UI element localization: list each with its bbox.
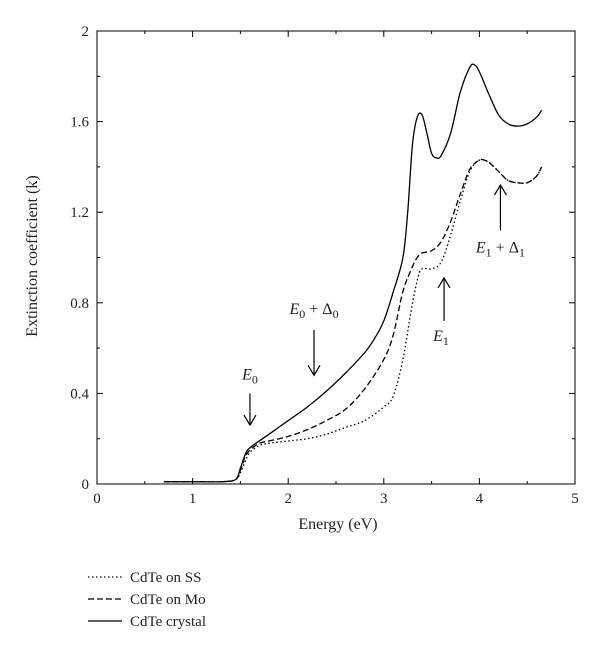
legend-label-1: CdTe on Mo [130, 592, 206, 608]
y-tick-label: 0 [82, 477, 90, 493]
x-axis-title: Energy (eV) [298, 516, 377, 533]
legend-label-0: CdTe on SS [130, 570, 201, 586]
series-layer [163, 63, 543, 483]
annotation-subscript: 1 [486, 245, 492, 259]
y-tick-label: 0.4 [70, 386, 89, 402]
axes-layer: 0 1 2 3 4 5 0 0.4 0.8 1.2 1.6 2 [70, 24, 579, 507]
annotation-label-e0: E0 [241, 366, 258, 386]
annotation-plus: + [492, 239, 509, 256]
annotation-symbol: E [475, 239, 486, 256]
series-line-2 [163, 63, 543, 483]
annotation-delta: Δ [509, 239, 519, 256]
annotation-symbol: E [432, 328, 443, 345]
x-tick-label: 0 [93, 491, 101, 507]
annotation-label-e1: E1 [432, 328, 449, 348]
annotation-subscript: 0 [299, 307, 305, 321]
legend-label-2: CdTe crystal [130, 614, 206, 630]
x-tick-label: 5 [571, 491, 579, 507]
annotation-delta: Δ [322, 301, 332, 318]
annotation-plus: + [305, 301, 322, 318]
annotation-label-e1d1: E1 + Δ1 [475, 239, 525, 259]
x-tick-label: 1 [189, 491, 197, 507]
series-line-0 [163, 158, 543, 483]
annotation-arrow-head [437, 276, 451, 289]
annotation-arrow-head [307, 364, 321, 377]
y-tick-label: 1.2 [70, 205, 89, 221]
annotation-arrow-head [243, 414, 257, 427]
y-tick-label: 2 [82, 24, 90, 40]
annotation-subscript: 0 [252, 372, 258, 386]
annotation-delta-subscript: 0 [333, 307, 339, 321]
annotation-label-e0d0: E0 + Δ0 [288, 301, 338, 321]
x-tick-label: 3 [380, 491, 388, 507]
annotation-symbol: E [241, 366, 252, 383]
annotation-arrow-head [493, 183, 507, 196]
y-tick-label: 0.8 [70, 296, 89, 312]
series-line-1 [163, 158, 543, 483]
legend: CdTe on SS CdTe on Mo CdTe crystal [88, 570, 206, 630]
x-tick-label: 4 [476, 491, 484, 507]
y-axis-title: Extinction coefficient (k) [24, 175, 41, 336]
annotation-delta-subscript: 1 [519, 245, 525, 259]
annotation-subscript: 1 [443, 334, 449, 348]
y-tick-label: 1.6 [70, 115, 89, 131]
x-tick-label: 2 [284, 491, 292, 507]
annotation-symbol: E [288, 301, 299, 318]
